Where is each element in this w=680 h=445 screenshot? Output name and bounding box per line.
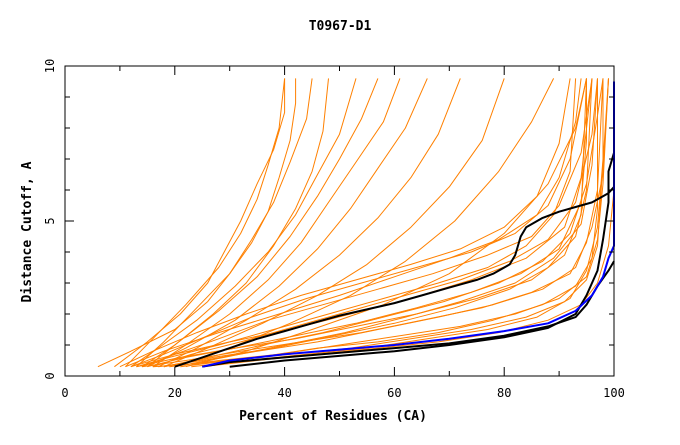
y-tick-label: 5 [43, 217, 57, 224]
series-line-8 [147, 78, 428, 368]
series-line-0 [97, 78, 297, 368]
x-tick-label: 80 [497, 386, 511, 400]
series-line-14 [141, 78, 593, 368]
series-line-15 [119, 78, 571, 368]
series-line-20 [147, 78, 587, 368]
series-line-10 [163, 78, 505, 368]
x-tick-label: 40 [277, 386, 291, 400]
x-tick-label: 60 [387, 386, 401, 400]
series-line-32 [174, 186, 615, 368]
series-line-5 [130, 78, 357, 368]
series-line-3 [136, 78, 313, 368]
series-line-34 [229, 140, 615, 368]
series-line-28 [136, 78, 587, 368]
series-line-2 [125, 78, 286, 368]
axes: 0 20 40 60 80 100 0 5 10 [43, 59, 625, 400]
series-line-33 [202, 260, 615, 368]
series-lines [97, 78, 615, 368]
series-line-18 [136, 78, 577, 368]
series-line-27 [191, 78, 604, 368]
series-line-29 [163, 78, 593, 368]
series-line-35 [202, 81, 615, 368]
y-tick-label: 0 [43, 372, 57, 379]
series-line-26 [152, 78, 598, 368]
series-line-6 [141, 78, 379, 368]
x-tick-label: 20 [168, 386, 182, 400]
series-line-16 [152, 78, 598, 368]
series-line-7 [152, 78, 401, 368]
y-tick-label: 10 [43, 59, 57, 73]
x-tick-label: 100 [603, 386, 625, 400]
chart-title: T0967-D1 [309, 19, 372, 34]
series-line-21 [130, 78, 593, 368]
x-tick-label: 0 [61, 386, 68, 400]
x-axis-label: Percent of Residues (CA) [239, 409, 427, 424]
y-axis-label: Distance Cutoff, A [20, 161, 35, 302]
series-line-31 [125, 78, 582, 368]
series-line-9 [158, 78, 461, 368]
series-line-23 [141, 78, 604, 368]
